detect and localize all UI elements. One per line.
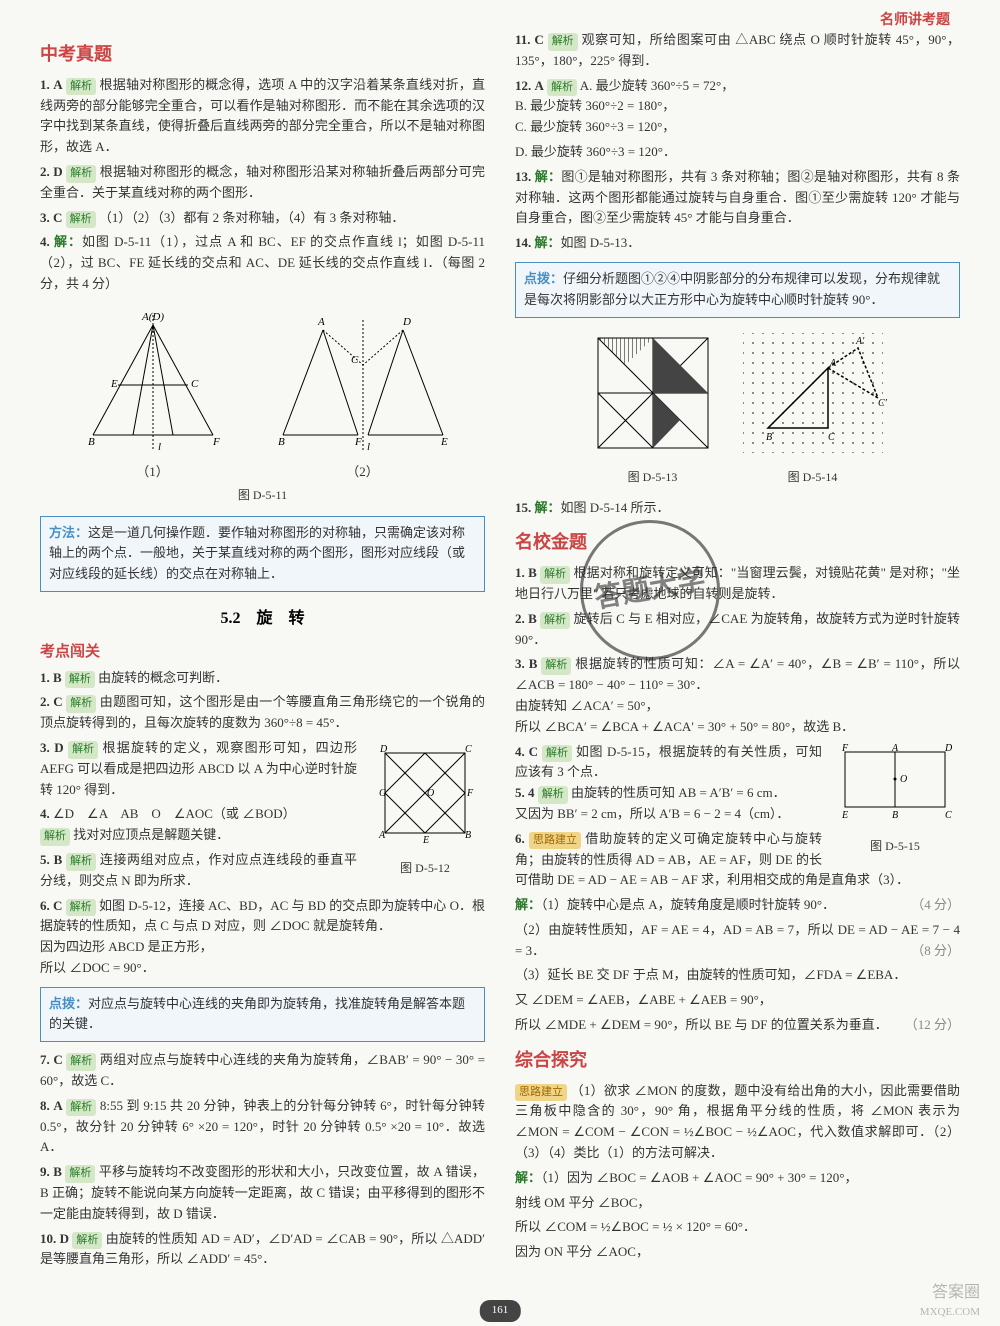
svg-text:l: l — [158, 441, 161, 453]
rot-item-10: 10. D 解析 由旋转的性质知 AD = AD′，∠D′AD = ∠CAB =… — [40, 1229, 485, 1271]
point-box-3: 点拨：仔细分析题图①②④中阴影部分的分布规律可以发现，分布规律就是每次将阴影部分… — [515, 262, 960, 318]
item-12d: D. 最少旋转 360°÷3 = 120°． — [515, 142, 960, 163]
svg-text:E: E — [440, 436, 448, 448]
header-label: 名师讲考题 — [880, 10, 950, 32]
zh-silu: 思路建立 （1）欲求 ∠MON 的度数，题中没有给出角的大小，因此需要借助三角板… — [515, 1081, 960, 1164]
item-13: 13. 解：图①是轴对称图形，共有 3 条对称轴；图②是轴对称图形，共有 8 条… — [515, 167, 960, 229]
svg-text:C: C — [351, 354, 359, 366]
svg-text:E: E — [422, 835, 429, 846]
rot-item-2: 2. C 解析 由题图可知，这个图形是由一个等腰直角三角形绕它的一个锐角的顶点旋… — [40, 692, 485, 734]
mx-1: 1. B 解析 根据对称和旋转定义可知："当窗理云鬓，对镜贴花黄" 是对称；"坐… — [515, 563, 960, 605]
jie6-2: （2）由旋转性质知，AF = AE = 4，AD = AB = 7，所以 DE … — [515, 920, 960, 962]
svg-text:A: A — [317, 316, 325, 328]
mx-2: 2. B 解析 旋转后 C 与 E 相对应，∠CAE 为旋转角，故旋转方式为逆时… — [515, 609, 960, 651]
zonghe-title: 综合探究 — [515, 1046, 960, 1075]
rot-item-12: 12. A 解析 A. 最少旋转 360°÷5 = 72°，B. 最少旋转 36… — [515, 76, 960, 138]
svg-text:A: A — [829, 358, 837, 369]
zh-jie-2: 射线 OM 平分 ∠BOC， — [515, 1193, 960, 1214]
mx-4-5: O F A D E B C 图 D-5-15 4. C 解析 如图 D-5-15… — [515, 742, 960, 825]
svg-text:F: F — [212, 436, 220, 448]
svg-text:O: O — [427, 788, 434, 799]
item-15: 15. 解：如图 D-5-14 所示． — [515, 498, 960, 519]
rot-item-3: D C A B O F E G 图 D-5-12 3. D 解析 根据旋转的定义… — [40, 738, 485, 800]
svg-text:B: B — [892, 810, 898, 821]
svg-text:C: C — [945, 810, 952, 821]
jie6-4: 又 ∠DEM = ∠AEB，∠ABE + ∠AEB = 90°， — [515, 990, 960, 1011]
zhongkao-title: 中考真题 — [40, 40, 485, 69]
svg-text:G: G — [379, 788, 386, 799]
figure-d-5-13-14: 图 D-5-13 B C A A′ C′ 图 D-5-14 — [515, 328, 960, 488]
zh-jie-3: 所以 ∠COM = ½∠BOC = ½ × 120° = 60°． — [515, 1217, 960, 1238]
svg-text:A: A — [891, 743, 899, 754]
svg-text:B: B — [465, 830, 471, 841]
mx-3: 3. B 解析 根据旋转的性质可知：∠A = ∠A′ = 40°，∠B = ∠B… — [515, 654, 960, 737]
zh-jie-4: 因为 ON 平分 ∠AOC， — [515, 1242, 960, 1263]
svg-text:F: F — [354, 436, 362, 448]
watermark-text: 答案圈 — [932, 1280, 980, 1306]
figure-d-5-11: A(D) B F E C l （1） — [40, 305, 485, 506]
rot-item-8: 8. A 解析 8:55 到 9:15 共 20 分钟，钟表上的分针每分钟转 6… — [40, 1096, 485, 1158]
rotation-title: 5.2 旋 转 — [40, 606, 485, 632]
svg-text:F: F — [466, 788, 474, 799]
svg-text:E: E — [110, 378, 118, 390]
rot-item-11: 11. C 解析 观察可知，所给图案可由 △ABC 绕点 O 顺时针旋转 45°… — [515, 30, 960, 72]
svg-text:C: C — [465, 744, 472, 755]
point-box-2: 点拨：对应点与旋转中心连线的夹角即为旋转角，找准旋转角是解答本题的关键． — [40, 987, 485, 1043]
jiexi-tag: 解析 — [66, 78, 96, 96]
figure-d-5-15: O F A D E B C 图 D-5-15 — [830, 742, 960, 857]
svg-text:l: l — [367, 441, 370, 453]
svg-text:C′: C′ — [878, 398, 888, 409]
page-number: 161 — [480, 1300, 521, 1322]
svg-text:O: O — [900, 774, 907, 785]
item-4: 4. 解：如图 D-5-11（1），过点 A 和 BC、EF 的交点作直线 l；… — [40, 232, 485, 294]
zh-jie-1: 解：（1）因为 ∠BOC = ∠AOB + ∠AOC = 90° + 30° =… — [515, 1168, 960, 1189]
jie6-3: （3）延长 BE 交 DF 于点 M，由旋转的性质可知，∠FDA = ∠EBA． — [515, 965, 960, 986]
item-2: 2. D 解析 根据轴对称图形的概念，轴对称图形沿某对称轴折叠后两部分可完全重合… — [40, 162, 485, 204]
svg-text:A′: A′ — [855, 336, 865, 347]
item-1: 1. A 解析 根据轴对称图形的概念得，选项 A 中的汉字沿着某条直线对折，直线… — [40, 75, 485, 158]
item-14: 14. 解：如图 D-5-13． — [515, 233, 960, 254]
kaodian-title: 考点闯关 — [40, 640, 485, 664]
svg-text:D: D — [402, 316, 411, 328]
svg-text:B: B — [88, 436, 95, 448]
svg-text:B: B — [278, 436, 285, 448]
jie6-1: 解：（1）旋转中心是点 A，旋转角度是顺时针旋转 90°．（4 分） — [515, 895, 960, 916]
svg-text:C: C — [191, 378, 199, 390]
watermark-url: MXQE.COM — [920, 1304, 980, 1322]
method-box-1: 方法：这是一道几何操作题．要作轴对称图形的对称轴，只需确定该对称轴上的两个点．一… — [40, 516, 485, 592]
figure-d-5-12: D C A B O F E G 图 D-5-12 — [365, 738, 485, 878]
jie6-5: 所以 ∠MDE + ∠DEM = 90°，所以 BE 与 DF 的位置关系为垂直… — [515, 1015, 960, 1036]
svg-text:E: E — [841, 810, 848, 821]
svg-text:C: C — [828, 432, 835, 443]
rot-item-7: 7. C 解析 两组对应点与旋转中心连线的夹角为旋转角，∠BAB′ = 90° … — [40, 1050, 485, 1092]
svg-text:F: F — [841, 743, 849, 754]
svg-text:A: A — [378, 830, 386, 841]
rot-item-9: 9. B 解析 平移与旋转均不改变图形的形状和大小，只改变位置，故 A 错误，B… — [40, 1162, 485, 1224]
svg-text:B: B — [766, 432, 772, 443]
rot-item-6: 6. C 解析 如图 D-5-12，连接 AC、BD，AC 与 BD 的交点即为… — [40, 896, 485, 979]
mingxiao-title: 名校金题 — [515, 528, 960, 557]
svg-text:D: D — [379, 744, 388, 755]
item-3: 3. C 解析 （1）（2）（3）都有 2 条对称轴，（4）有 3 条对称轴． — [40, 208, 485, 229]
rot-item-1: 1. B 解析 由旋转的概念可判断． — [40, 668, 485, 689]
svg-text:D: D — [944, 743, 953, 754]
